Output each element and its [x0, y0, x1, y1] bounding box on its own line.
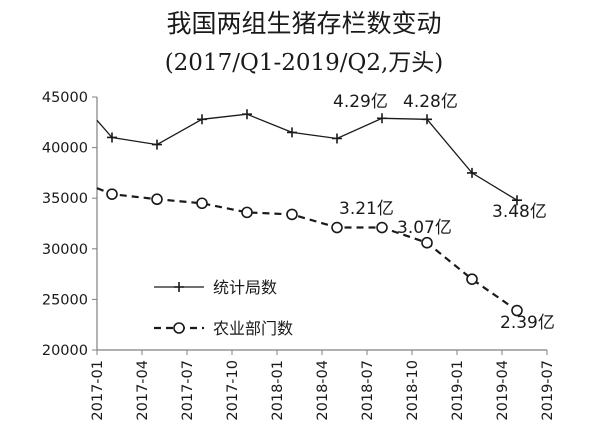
chart-subtitle: (2017/Q1-2019/Q2,万头) — [165, 50, 444, 76]
plus-marker — [377, 113, 387, 124]
x-tick-label: 2018-07 — [360, 360, 376, 421]
circle-marker-icon — [173, 322, 185, 334]
y-tick-label: 40000 — [42, 141, 88, 157]
data-annotations: 4.29亿 4.28亿 3.48亿 3.21亿 3.07亿 2.39亿 — [333, 92, 555, 333]
circle-marker — [466, 273, 478, 285]
y-tick-label: 25000 — [42, 292, 88, 308]
plus-marker — [512, 195, 522, 206]
annotation-label: 3.07亿 — [397, 218, 452, 238]
x-tick-label: 2017-07 — [180, 360, 196, 421]
y-tick-label: 30000 — [42, 242, 88, 258]
legend-label: 农业部门数 — [213, 319, 293, 338]
annotation-label: 3.21亿 — [339, 199, 394, 219]
circle-marker — [196, 197, 208, 210]
annotation-label: 2.39亿 — [500, 313, 555, 333]
series-line-1 — [96, 187, 518, 312]
plus-marker — [287, 127, 297, 138]
circle-marker — [511, 304, 523, 317]
series-layer — [96, 109, 523, 317]
circle-marker — [151, 193, 163, 206]
x-tick-label: 2019-04 — [495, 360, 511, 421]
annotation-label: 4.28亿 — [403, 92, 458, 112]
y-tick-label: 20000 — [42, 343, 88, 359]
chart-title: 我国两组生猪存栏数变动 — [166, 9, 441, 38]
x-tick-label: 2018-10 — [405, 360, 421, 421]
x-tick-label: 2019-01 — [450, 360, 466, 421]
plus-marker — [332, 133, 342, 144]
series-line-0 — [96, 113, 518, 201]
legend-label: 统计局数 — [213, 278, 277, 297]
y-tick-label: 45000 — [42, 90, 88, 106]
y-tick-label: 35000 — [42, 191, 88, 207]
plus-marker-icon — [174, 282, 184, 292]
plus-marker — [422, 114, 432, 125]
plus-marker — [242, 109, 252, 120]
y-axis-ticks: 20000 25000 30000 35000 40000 45000 — [42, 90, 97, 359]
annotation-label: 4.29亿 — [333, 92, 388, 112]
x-tick-label: 2017-04 — [135, 360, 151, 421]
plus-marker — [467, 167, 477, 178]
x-tick-label: 2017-10 — [225, 360, 241, 421]
plus-marker — [152, 139, 162, 150]
legend-item-stats-bureau: 统计局数 — [154, 278, 277, 297]
circle-marker — [331, 221, 343, 234]
x-tick-label: 2019-07 — [540, 360, 556, 421]
x-tick-label: 2018-04 — [315, 360, 331, 421]
x-tick-label: 2017-01 — [90, 360, 106, 421]
annotation-label: 3.48亿 — [492, 202, 547, 222]
x-axis-ticks: 2017-01 2017-04 2017-07 2017-10 2018-01 2018-… — [90, 350, 556, 421]
plus-marker — [107, 132, 117, 143]
legend: 统计局数 农业部门数 — [154, 278, 293, 338]
circle-marker — [286, 208, 298, 221]
plus-marker — [197, 114, 207, 125]
circle-marker — [241, 206, 253, 219]
circle-marker — [376, 221, 388, 234]
circle-marker — [421, 236, 433, 249]
x-tick-label: 2018-01 — [270, 360, 286, 421]
circle-marker — [106, 188, 118, 200]
legend-item-agriculture-ministry: 农业部门数 — [154, 319, 293, 338]
